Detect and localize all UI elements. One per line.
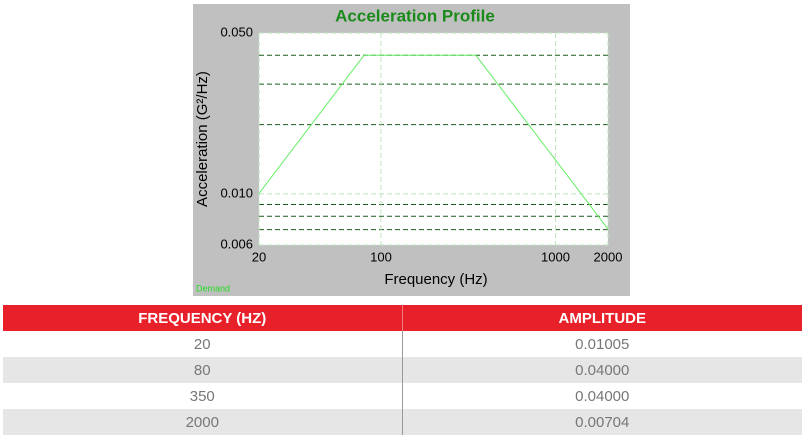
table-row: 2000 0.00704	[3, 409, 802, 435]
chart-title: Acceleration Profile	[335, 6, 495, 25]
table-header: FREQUENCY (HZ) AMPLITUDE	[3, 305, 802, 331]
table-cell: 0.04000	[575, 361, 630, 379]
y-tick-label: 0.050	[220, 24, 253, 39]
y-tick-label: 0.010	[220, 185, 253, 200]
x-tick-label: 1000	[541, 249, 570, 264]
legend-label: Demand	[196, 283, 230, 293]
table-cell: 0.01005	[575, 335, 630, 353]
table-cell: 350	[3, 383, 403, 409]
table-row: 80 0.04000	[3, 357, 802, 383]
x-axis-label: Frequency (Hz)	[384, 271, 487, 288]
plot-area	[259, 33, 608, 245]
y-axis-label: Acceleration (G²/Hz)	[194, 71, 211, 207]
chart: Acceleration Profile Frequency (Hz) Acce…	[193, 4, 630, 296]
table-cell: 2000	[3, 409, 403, 435]
series-line	[258, 54, 609, 230]
table-cell: 20	[3, 331, 403, 357]
x-tick-label: 20	[252, 249, 266, 264]
table-cell: 80	[3, 357, 403, 383]
table-cell: 0.04000	[575, 387, 630, 405]
header-cell: FREQUENCY (HZ)	[3, 305, 403, 331]
y-tick-label: 0.006	[220, 236, 253, 251]
table-row: 350 0.04000	[3, 383, 802, 409]
x-tick-label: 2000	[594, 249, 623, 264]
table: FREQUENCY (HZ) AMPLITUDE 20 0.01005 80 0.0400…	[3, 305, 802, 435]
table-cell: 0.00704	[575, 413, 630, 431]
x-tick-label: 100	[370, 249, 392, 264]
header-cell: AMPLITUDE	[558, 309, 647, 327]
table-row: 20 0.01005	[3, 331, 802, 357]
